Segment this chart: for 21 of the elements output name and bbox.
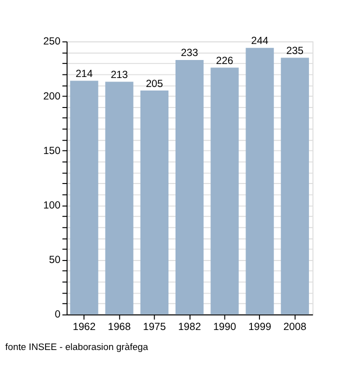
x-tick-label: 1975 <box>142 322 166 333</box>
x-tick-label: 1962 <box>72 322 96 333</box>
y-tick-label: 200 <box>43 91 61 102</box>
y-tick-label: 100 <box>43 200 61 212</box>
y-tick-label: 50 <box>49 255 61 266</box>
data-label: 226 <box>216 56 234 67</box>
x-tick-label: 2008 <box>283 322 307 333</box>
x-tick-label: 1999 <box>248 322 272 333</box>
data-label: 244 <box>251 36 269 48</box>
y-tick-label: 250 <box>43 36 61 48</box>
data-label: 233 <box>180 48 198 60</box>
data-label: 213 <box>110 70 128 82</box>
data-label: 235 <box>286 46 304 58</box>
source-note: fonte INSEE - elaborasion gràfega <box>5 342 149 352</box>
x-tick-label: 1968 <box>108 322 132 333</box>
x-tick-label: 1982 <box>178 322 202 333</box>
y-tick-label: 150 <box>43 146 61 157</box>
x-tick-label: 1990 <box>213 322 236 333</box>
y-tick-label: 0 <box>54 310 61 321</box>
data-label: 214 <box>76 68 94 80</box>
data-label: 205 <box>146 78 164 90</box>
